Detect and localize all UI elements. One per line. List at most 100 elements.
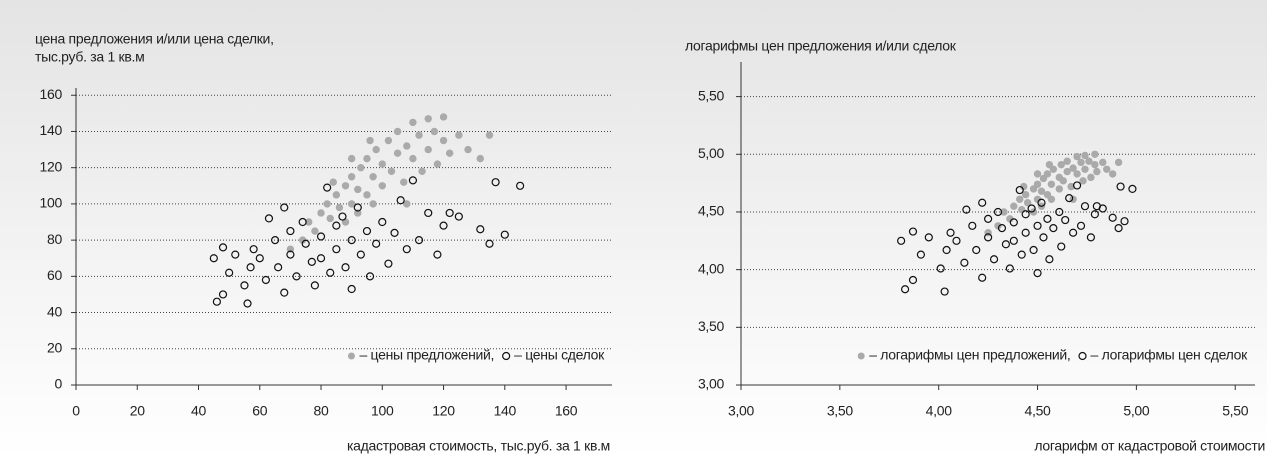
point (1029, 245, 1038, 255)
point (347, 173, 356, 181)
point (305, 218, 313, 226)
point (1057, 160, 1065, 169)
point (476, 154, 484, 163)
point (218, 290, 228, 299)
point (357, 163, 365, 172)
point (317, 209, 325, 217)
point (1047, 195, 1056, 203)
point (372, 145, 380, 154)
point (341, 263, 350, 272)
point (212, 297, 221, 306)
point (1006, 215, 1014, 223)
point (1081, 151, 1089, 160)
legend-label: – логарифмы цен сделок (1091, 347, 1249, 363)
y-axis-title: цена предложения и/или цена сделки, (35, 31, 274, 47)
point (341, 182, 350, 190)
point (298, 236, 307, 244)
point (1090, 210, 1099, 219)
point (424, 208, 433, 218)
point (354, 185, 362, 194)
point (476, 225, 485, 234)
point (433, 160, 442, 168)
point (1080, 202, 1090, 211)
point (1059, 177, 1067, 185)
point (1114, 224, 1123, 233)
point (1079, 177, 1087, 185)
point (332, 191, 341, 199)
point (246, 263, 255, 272)
point (280, 288, 289, 297)
point (1005, 264, 1014, 273)
point (1091, 160, 1099, 169)
x-tick-label: 0 (72, 403, 80, 419)
point (347, 154, 356, 163)
point (1037, 187, 1046, 195)
y-tick-label: 60 (47, 267, 62, 283)
point (940, 287, 949, 296)
point (1021, 190, 1030, 199)
point (1116, 182, 1125, 191)
point (378, 182, 386, 190)
point (310, 281, 320, 290)
y-tick-label: 4,00 (698, 260, 725, 276)
x-tick-label: 60 (252, 403, 267, 419)
point (396, 196, 405, 205)
point (1033, 180, 1042, 188)
point (1098, 204, 1107, 213)
y-tick-label: 120 (40, 158, 63, 174)
point (403, 200, 411, 208)
point (1057, 242, 1066, 251)
point (994, 222, 1002, 230)
point (1020, 182, 1028, 191)
y-tick-label: 160 (40, 86, 63, 102)
point (414, 236, 424, 245)
point (430, 127, 439, 136)
point (516, 181, 525, 190)
y-tick-label: 3,00 (698, 376, 725, 392)
point (403, 142, 411, 150)
point (900, 285, 910, 294)
point (362, 226, 372, 236)
point (1009, 236, 1018, 245)
point (439, 136, 448, 145)
point (1018, 205, 1026, 214)
point (338, 212, 347, 221)
point (1067, 182, 1075, 191)
point (323, 183, 332, 192)
point (1017, 250, 1026, 259)
point (1103, 165, 1111, 173)
y-tick-label: 20 (47, 339, 62, 355)
point (335, 203, 344, 212)
point (255, 254, 264, 263)
point (908, 275, 918, 285)
point (365, 272, 375, 281)
point (1016, 195, 1024, 203)
point (485, 239, 494, 248)
point (347, 200, 356, 208)
point (1027, 204, 1036, 213)
point (1045, 160, 1054, 169)
point (924, 233, 933, 242)
legend-marker (857, 352, 865, 360)
point (464, 145, 472, 154)
point (455, 131, 463, 139)
point (1087, 173, 1095, 182)
point (369, 200, 377, 208)
point (292, 272, 301, 281)
point (393, 149, 402, 157)
point (1120, 217, 1129, 226)
point (424, 145, 432, 154)
point (1001, 240, 1011, 249)
point (372, 239, 381, 248)
point (264, 214, 274, 223)
point (993, 207, 1003, 217)
y-tick-label: 140 (40, 122, 63, 138)
point (341, 218, 350, 226)
point (378, 217, 387, 227)
x-tick-label: 5,50 (1222, 403, 1249, 419)
x-tick-label: 160 (555, 403, 578, 419)
point (1085, 157, 1093, 165)
point (332, 221, 341, 230)
point (390, 228, 399, 237)
point (1077, 158, 1085, 167)
